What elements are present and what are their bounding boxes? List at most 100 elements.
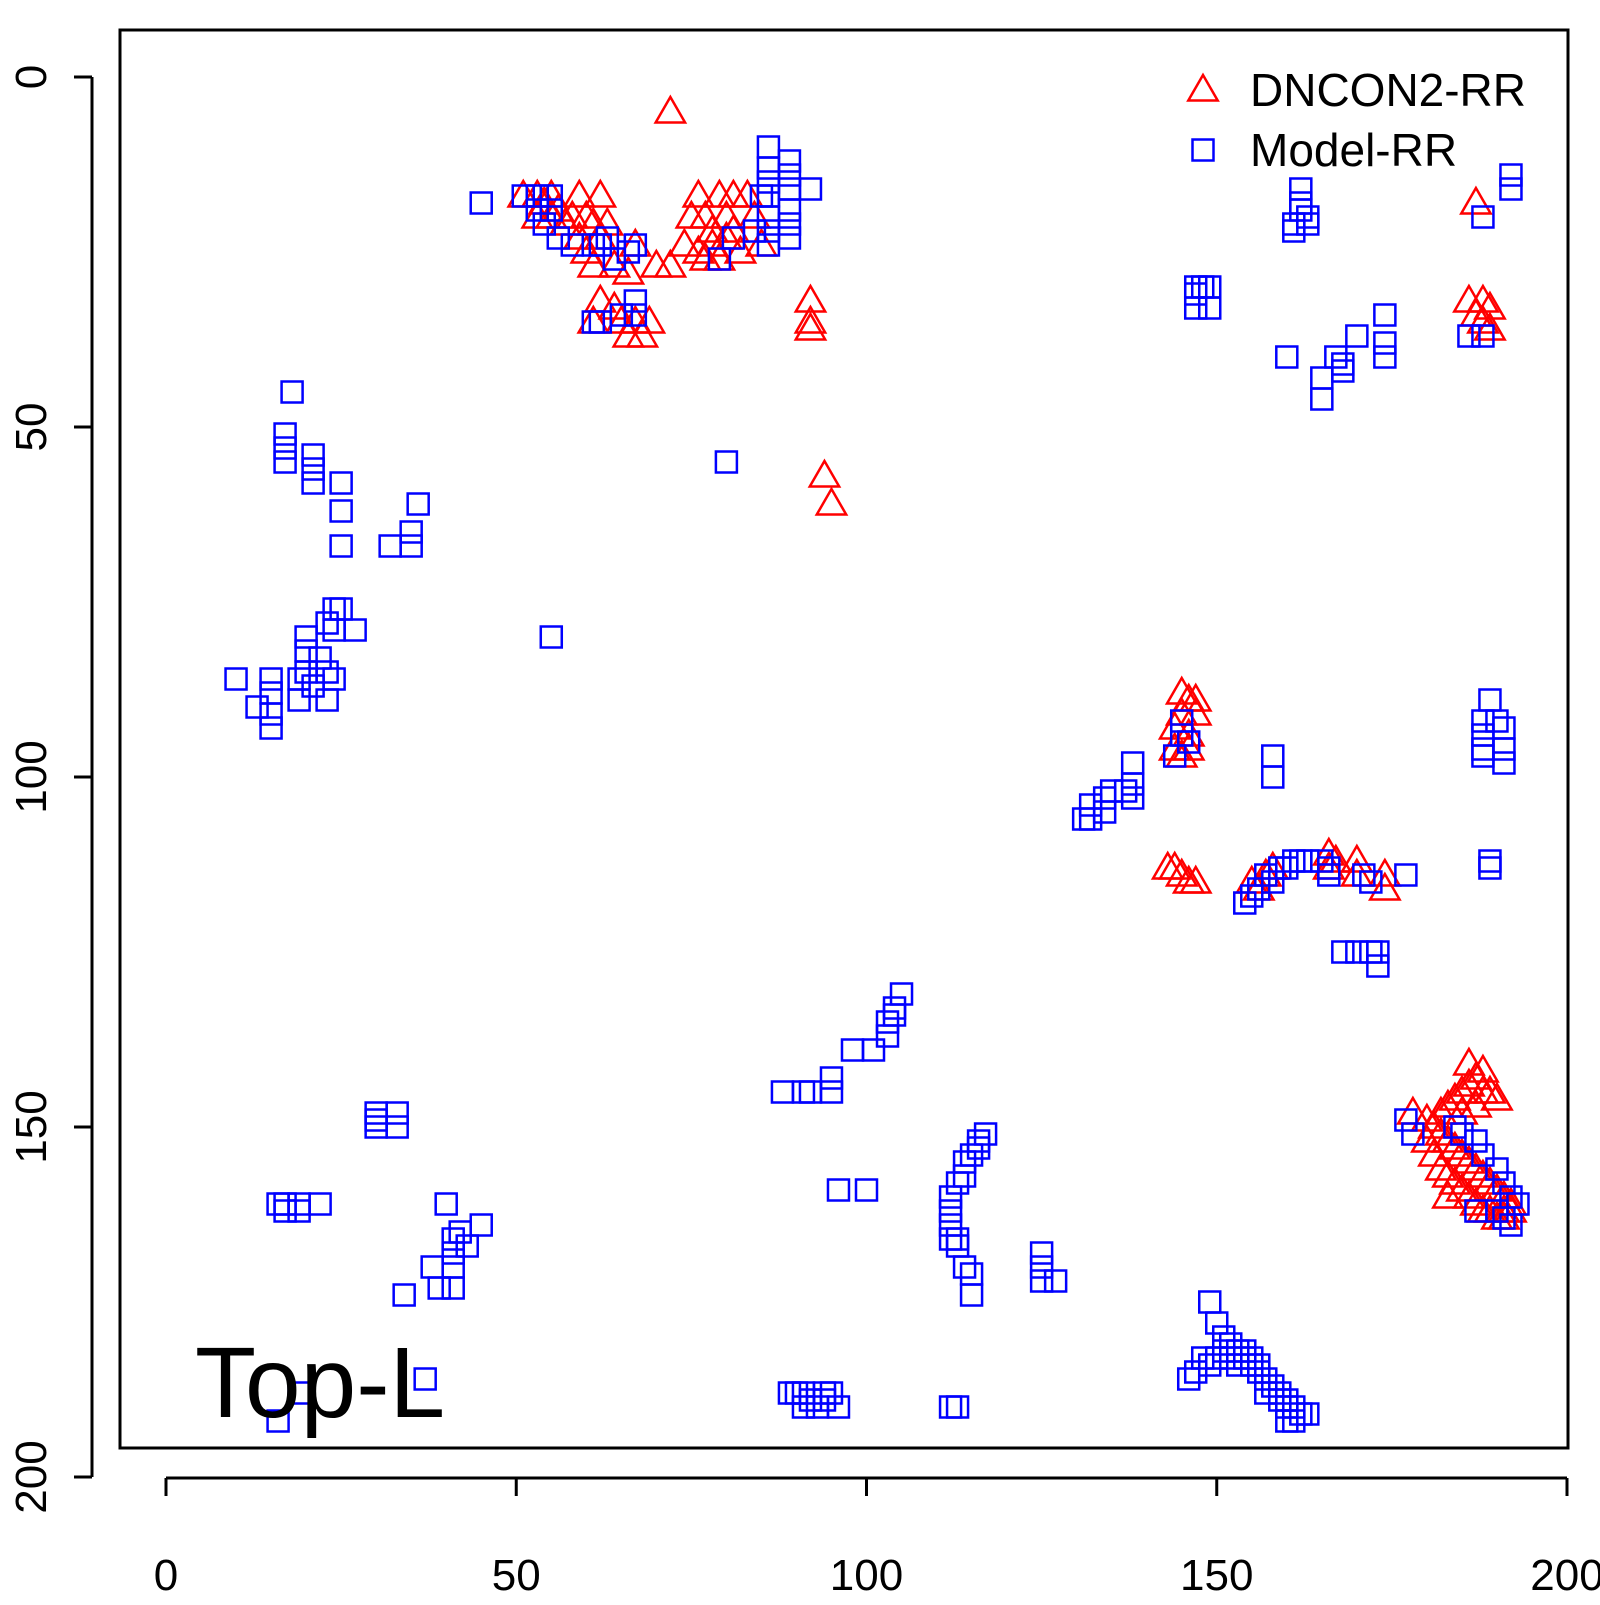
point-square: [1282, 1409, 1306, 1433]
point-square: [301, 443, 325, 467]
point-square: [1394, 863, 1418, 887]
point-triangle: [1480, 1081, 1514, 1111]
point-square: [784, 1381, 809, 1405]
point-triangle: [1157, 850, 1192, 880]
point-square: [623, 233, 648, 257]
point-triangle: [695, 213, 730, 243]
point-square: [1197, 296, 1222, 320]
point-square: [1471, 324, 1495, 348]
point-square: [770, 1080, 795, 1104]
point-square: [1317, 863, 1341, 887]
point-square: [259, 667, 283, 691]
point-square: [1464, 1129, 1488, 1153]
point-square: [469, 191, 493, 215]
point-triangle: [1339, 843, 1374, 873]
point-square: [938, 1199, 963, 1223]
point-square: [1275, 345, 1299, 369]
x-tick-label: 100: [830, 1551, 903, 1600]
point-square: [1499, 1213, 1523, 1237]
point-triangle: [1431, 1179, 1465, 1209]
point-triangle: [1424, 1151, 1458, 1181]
point-square: [287, 688, 311, 712]
point-square: [1282, 219, 1306, 243]
point-square: [1029, 1255, 1054, 1279]
point-square: [1240, 884, 1264, 908]
point-square: [1275, 1395, 1299, 1419]
point-square: [392, 1283, 416, 1307]
point-square: [959, 1283, 984, 1307]
point-square: [952, 1255, 977, 1279]
point-triangle: [569, 199, 604, 229]
point-square: [329, 534, 353, 558]
point-square: [938, 1185, 963, 1209]
y-tick-label: 150: [7, 1090, 56, 1163]
point-square: [819, 1080, 844, 1104]
point-triangle: [1431, 1158, 1465, 1188]
point-triangle: [653, 248, 688, 278]
x-tick-label: 0: [154, 1551, 178, 1600]
point-square: [273, 1199, 297, 1223]
point-square: [805, 1395, 830, 1419]
point-triangle: [1473, 1074, 1507, 1104]
point-square: [301, 674, 325, 698]
point-square: [1183, 282, 1208, 306]
y-tick-label: 50: [7, 403, 56, 452]
point-square: [826, 1178, 851, 1202]
point-triangle: [667, 227, 702, 257]
point-square: [399, 520, 423, 544]
point-square: [1310, 387, 1334, 411]
point-triangle: [1452, 1179, 1486, 1209]
point-square: [441, 1276, 465, 1300]
point-square: [623, 303, 648, 327]
point-square: [245, 695, 269, 719]
y-tick-label: 200: [7, 1440, 56, 1513]
point-square: [812, 1388, 837, 1412]
point-square: [539, 198, 564, 222]
point-square: [945, 1171, 970, 1195]
point-triangle: [737, 199, 772, 229]
point-triangle: [681, 178, 716, 208]
point-square: [1366, 940, 1390, 964]
x-axis: 0 50 100 150 200: [154, 1476, 1600, 1600]
point-square: [777, 163, 802, 187]
point-square: [1457, 324, 1481, 348]
point-square: [273, 450, 297, 474]
point-square: [427, 1276, 451, 1300]
point-square: [777, 149, 802, 173]
point-square: [714, 450, 739, 474]
point-square: [1471, 1143, 1495, 1167]
point-square: [840, 1038, 865, 1062]
point-square: [259, 716, 283, 740]
point-square: [315, 611, 339, 635]
y-axis: 0 50 100 150 200: [7, 65, 94, 1514]
point-square: [441, 1241, 465, 1265]
point-square: [1373, 331, 1397, 355]
point-square: [329, 471, 353, 495]
point-square: [308, 646, 332, 670]
point-triangle: [1445, 1172, 1479, 1202]
point-square: [329, 499, 353, 523]
point-square: [945, 1395, 970, 1419]
point-square: [1499, 163, 1523, 187]
point-square: [1366, 954, 1390, 978]
point-square: [854, 1178, 879, 1202]
point-square: [1331, 940, 1355, 964]
point-square: [1078, 793, 1103, 817]
point-square: [266, 1409, 290, 1433]
point-square: [938, 1227, 963, 1251]
point-square: [602, 247, 627, 271]
x-tick-label: 50: [492, 1551, 541, 1600]
point-square: [707, 247, 732, 271]
point-square: [532, 212, 557, 236]
point-square: [385, 1101, 409, 1125]
point-square: [1478, 856, 1502, 880]
point-triangle: [1178, 864, 1213, 894]
point-square: [1233, 1339, 1257, 1363]
point-square: [1233, 891, 1257, 915]
point-square: [1450, 1122, 1474, 1146]
point-square: [1254, 1367, 1278, 1391]
point-square: [1373, 345, 1397, 369]
point-square: [301, 457, 325, 481]
point-square: [721, 226, 746, 250]
